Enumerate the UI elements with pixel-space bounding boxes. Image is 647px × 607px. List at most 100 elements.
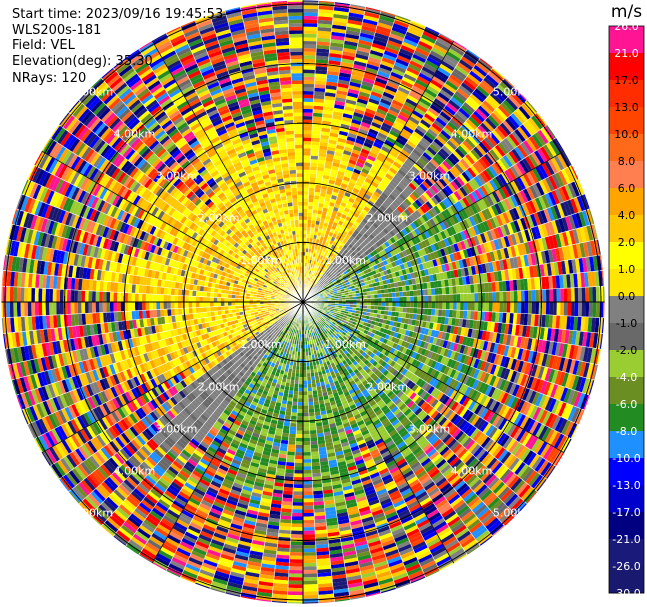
velocity-gate [371, 87, 384, 96]
velocity-gate [340, 156, 350, 163]
ray-separator [302, 4, 351, 303]
velocity-gate [415, 78, 429, 89]
velocity-gate [377, 302, 382, 307]
velocity-gate [346, 165, 355, 172]
velocity-gate [574, 302, 579, 317]
velocity-gate [332, 158, 341, 164]
velocity-gate [308, 198, 314, 203]
velocity-gate [303, 205, 309, 210]
velocity-gate [328, 201, 336, 207]
velocity-gate [388, 150, 399, 159]
velocity-gate [397, 51, 413, 61]
velocity-gate [398, 286, 403, 292]
velocity-gate [303, 237, 307, 242]
velocity-gate [303, 155, 311, 160]
velocity-gate [383, 159, 393, 168]
velocity-gate [434, 287, 439, 296]
velocity-gate [506, 302, 511, 313]
velocity-gate [427, 308, 432, 316]
velocity-gate [396, 155, 406, 164]
velocity-gate [538, 289, 543, 302]
velocity-gate [425, 26, 440, 35]
velocity-gate [345, 30, 361, 37]
velocity-gate [381, 297, 386, 302]
velocity-gate [326, 150, 335, 156]
velocity-gate [332, 188, 340, 194]
velocity-gate [316, 173, 324, 179]
velocity-gate [358, 36, 374, 43]
velocity-gate [467, 293, 472, 302]
velocity-gate [370, 298, 375, 302]
velocity-gate [502, 291, 507, 302]
velocity-gate [588, 302, 593, 318]
velocity-gate [383, 50, 398, 59]
velocity-gate [381, 306, 386, 311]
velocity-gate [334, 251, 339, 256]
velocity-gate [364, 138, 375, 146]
velocity-gate [309, 278, 312, 282]
velocity-gate [431, 47, 447, 58]
velocity-gate [323, 167, 332, 173]
velocity-gate [417, 40, 433, 51]
velocity-gate [317, 16, 333, 22]
velocity-gate [303, 40, 317, 45]
velocity-gate [314, 191, 321, 197]
velocity-gate [332, 254, 337, 259]
velocity-gate [449, 74, 463, 86]
velocity-gate [303, 37, 317, 42]
velocity-gate [369, 125, 381, 133]
velocity-gate [342, 51, 356, 58]
velocity-gate [376, 108, 388, 116]
velocity-gate [420, 302, 425, 309]
velocity-gate [463, 310, 468, 320]
velocity-gate [420, 295, 425, 302]
velocity-gate [303, 44, 317, 49]
velocity-gate [317, 159, 326, 165]
velocity-gate [343, 44, 358, 51]
velocity-gate [309, 173, 317, 178]
velocity-gate [329, 228, 335, 234]
velocity-gate [322, 113, 333, 119]
velocity-gate [371, 194, 379, 201]
velocity-gate [303, 126, 313, 131]
velocity-gate [485, 302, 489, 312]
velocity-gate [349, 125, 360, 132]
velocity-gate [388, 74, 402, 84]
velocity-gate [345, 203, 352, 210]
velocity-gate [367, 101, 379, 109]
velocity-gate [373, 80, 387, 89]
velocity-gate [305, 244, 309, 249]
velocity-gate [362, 114, 374, 122]
velocity-gate [449, 302, 454, 310]
velocity-gate [317, 12, 334, 18]
velocity-gate [365, 158, 375, 165]
velocity-gate [303, 166, 311, 170]
velocity-gate [320, 127, 331, 133]
velocity-gate [408, 24, 424, 35]
velocity-gate [377, 297, 382, 302]
velocity-gate [338, 189, 346, 196]
ray-separator [302, 6, 366, 303]
velocity-gate [442, 302, 447, 310]
velocity-gate [545, 289, 550, 302]
velocity-gate [447, 77, 461, 88]
velocity-gate [308, 194, 315, 199]
velocity-gate [312, 267, 316, 272]
velocity-gate [355, 161, 365, 169]
velocity-gate [354, 209, 362, 216]
velocity-gate [323, 171, 331, 177]
velocity-gate [374, 111, 386, 120]
velocity-gate [307, 209, 313, 214]
velocity-gate [313, 91, 326, 96]
velocity-gate [334, 148, 344, 154]
velocity-gate [364, 161, 373, 169]
velocity-gate [303, 169, 310, 174]
velocity-gate [459, 285, 464, 294]
velocity-gate [354, 165, 363, 172]
velocity-gate [467, 302, 472, 311]
velocity-gate [328, 179, 336, 185]
velocity-gate [374, 305, 378, 310]
velocity-gate [337, 208, 344, 214]
velocity-gate [326, 190, 333, 195]
velocity-gate [328, 139, 338, 145]
